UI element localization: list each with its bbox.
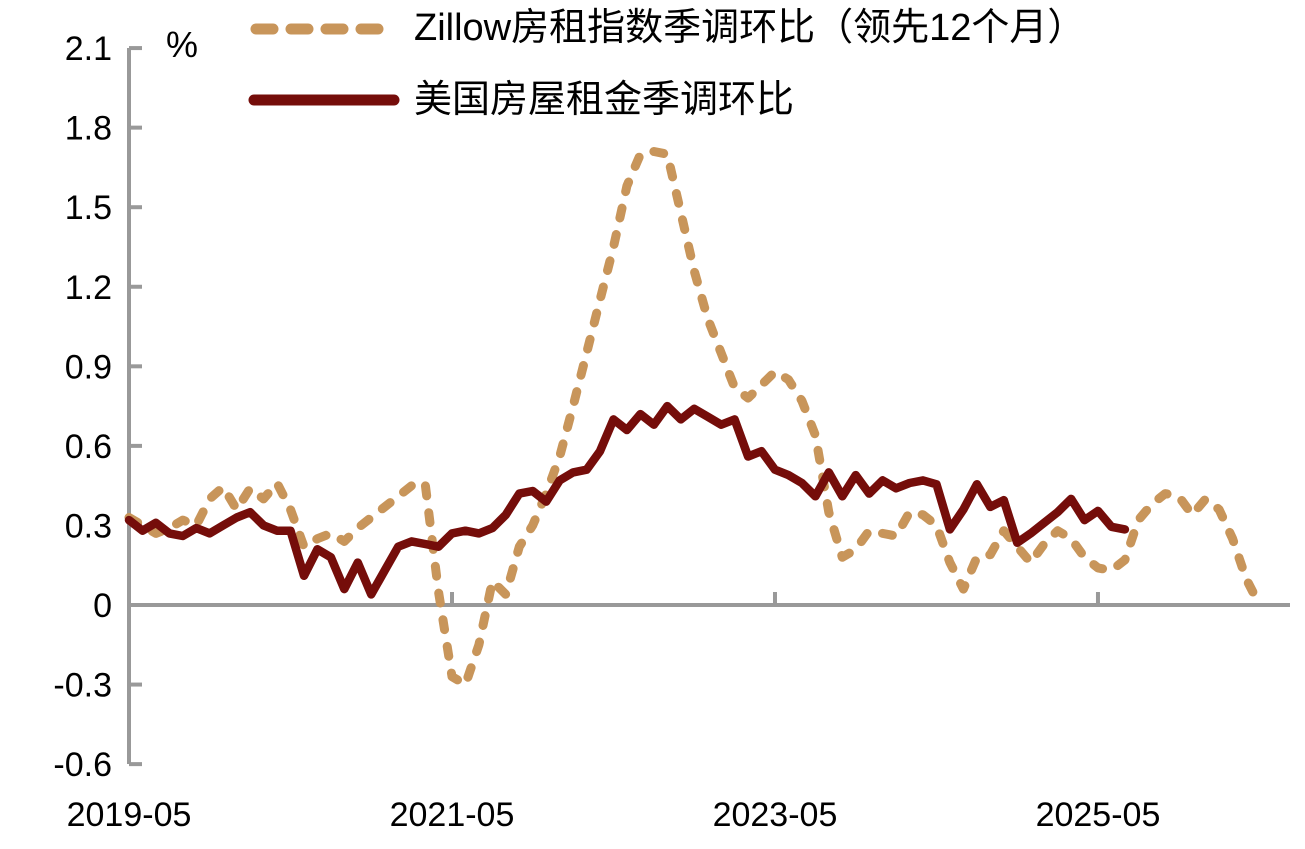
x-tick-label: 2019-05 <box>67 796 192 834</box>
dashed-line-swatch-icon <box>250 23 400 35</box>
y-axis-unit-label: % <box>166 24 198 65</box>
legend-label-zillow: Zillow房租指数季调环比（领先12个月） <box>414 7 1086 49</box>
y-tick-label: -0.3 <box>53 667 112 705</box>
y-tick-label: 2.1 <box>65 30 112 68</box>
series-line-1 <box>124 401 1130 599</box>
x-tick-label: 2025-05 <box>1036 796 1161 834</box>
legend: Zillow房租指数季调环比（领先12个月） 美国房屋租金季调环比 <box>248 6 1085 123</box>
legend-label-us-rent: 美国房屋租金季调环比 <box>414 78 795 121</box>
legend-item-zillow: Zillow房租指数季调环比（领先12个月） <box>248 6 1085 52</box>
x-tick-label: 2023-05 <box>713 796 838 834</box>
y-tick-label: 0.6 <box>65 428 112 466</box>
y-tick-label: 1.8 <box>65 110 112 148</box>
y-tick-label: 1.2 <box>65 269 112 307</box>
x-tick-label: 2021-05 <box>390 796 515 834</box>
y-tick-label: 0 <box>93 587 112 625</box>
y-tick-label: 1.5 <box>65 189 112 227</box>
y-tick-label: -0.6 <box>53 746 112 784</box>
solid-line-swatch-icon <box>248 94 400 106</box>
y-tick-label: 0.3 <box>65 507 112 545</box>
legend-item-us-rent: 美国房屋租金季调环比 <box>248 78 1085 124</box>
y-tick-label: 0.9 <box>65 348 112 386</box>
series-line-0 <box>124 147 1264 690</box>
